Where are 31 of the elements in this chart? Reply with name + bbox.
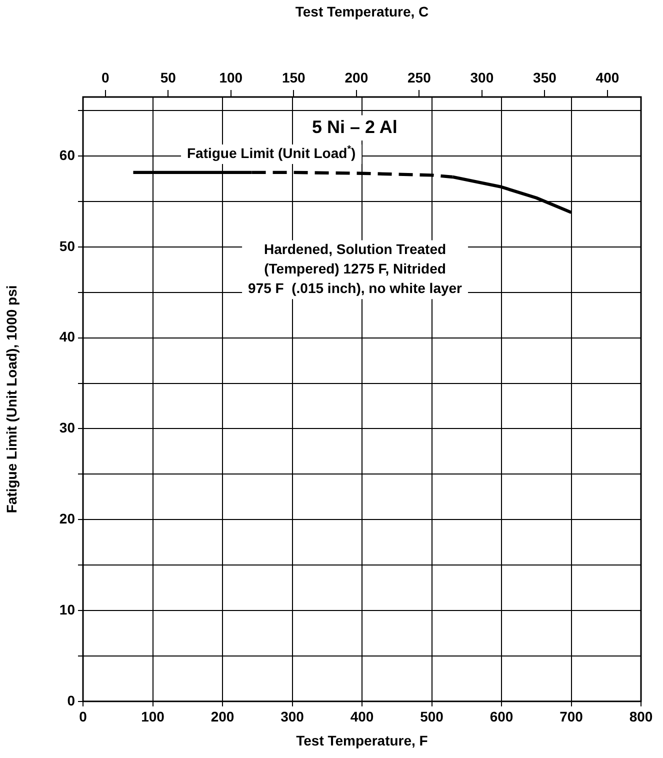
x-tick-label: 400 bbox=[350, 708, 374, 725]
annotation: 5 Ni – 2 Al bbox=[312, 116, 398, 137]
x-tick-label: 600 bbox=[490, 708, 514, 725]
y-tick-label: 0 bbox=[67, 692, 76, 708]
annotation: Hardened, Solution Treated (Tempered) 1275 F, Nitrided 975 F (.015 inch), no white layer bbox=[248, 240, 463, 296]
x2-tick-label: 400 bbox=[596, 69, 620, 86]
x2-tick-label: 0 bbox=[101, 69, 110, 86]
x-tick-label: 100 bbox=[141, 708, 165, 725]
x-axis-title: Test Temperature, F bbox=[296, 732, 428, 748]
y-tick-label: 20 bbox=[59, 510, 76, 526]
x2-axis-title: Test Temperature, C bbox=[295, 3, 429, 20]
y-tick-label: 30 bbox=[59, 420, 76, 436]
y-tick-label: 10 bbox=[59, 601, 76, 618]
y-axis-title: Fatigue Limit (Unit Load), 1000 psi bbox=[3, 285, 20, 514]
x2-tick-label: 300 bbox=[470, 69, 494, 86]
y-tick-label: 40 bbox=[59, 328, 76, 345]
x2-tick-label: 200 bbox=[344, 69, 368, 86]
x2-tick-label: 150 bbox=[282, 69, 306, 86]
x2-tick-label: 50 bbox=[160, 69, 176, 86]
x-tick-label: 300 bbox=[280, 708, 304, 725]
y-tick-label: 60 bbox=[59, 146, 76, 163]
x-tick-label: 700 bbox=[560, 708, 584, 725]
x2-tick-label: 250 bbox=[408, 69, 432, 86]
annotation: Fatigue Limit (Unit Load*) bbox=[186, 144, 356, 162]
y-tick-label: 50 bbox=[59, 238, 76, 254]
x-tick-label: 500 bbox=[420, 708, 444, 725]
x2-tick-label: 100 bbox=[219, 69, 243, 86]
x2-tick-label: 350 bbox=[533, 69, 557, 86]
x-tick-label: 800 bbox=[629, 708, 653, 725]
x-tick-label: 200 bbox=[210, 708, 234, 725]
x-tick-label: 0 bbox=[79, 708, 88, 725]
